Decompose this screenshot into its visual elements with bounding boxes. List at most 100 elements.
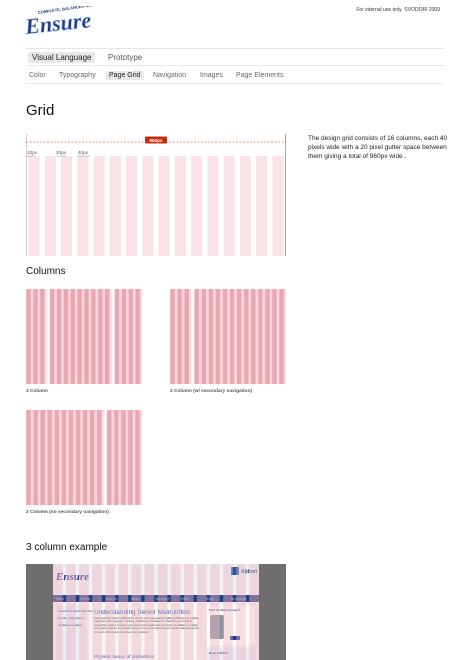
grid-diagram: 960px 10px 20px 40px [25, 134, 286, 256]
example-nav-item: Reviews [206, 599, 215, 601]
grid-column [33, 289, 38, 384]
overlay-grid-column [144, 564, 155, 660]
grid-column [272, 289, 277, 384]
grid-column [114, 289, 120, 384]
grid-column [109, 156, 121, 256]
example-brand: Abbott [241, 569, 257, 575]
overlay-grid-column [79, 564, 89, 660]
grid-column [135, 410, 140, 505]
margin-measure-label: 10px [27, 150, 38, 155]
grid-column [54, 410, 60, 505]
grid-column [40, 289, 45, 384]
grid-column [91, 289, 96, 384]
grid-column [244, 289, 249, 384]
grid-column [121, 410, 126, 505]
example-nav-item: Ensure Savings [231, 598, 247, 601]
example-nav-item: Ask an Expert [156, 598, 170, 601]
example-heading: 3 column example [26, 542, 108, 553]
grid-column [105, 289, 110, 384]
tab-visual-language[interactable]: Visual Language [28, 52, 96, 63]
overlay-grid-column [210, 564, 220, 660]
grid-column [135, 289, 140, 384]
overlay-grid-column [236, 564, 246, 660]
subtab-page-elements[interactable]: Page Elements [236, 72, 284, 79]
ensure-logo[interactable]: COMPLETE, BALANCED NUTRITION Ensure [23, 0, 114, 39]
product-can-image [210, 615, 224, 639]
internal-use-notice: For internal use only. ©VODORI 2009 [356, 7, 440, 13]
example-right-title: Find the Right Ensure® [209, 608, 241, 612]
example-nav-item: Recovery [81, 598, 91, 601]
subtab-typography[interactable]: Typography [59, 72, 96, 79]
grid-column [68, 410, 74, 505]
two-column-no-nav-label: 2 Column (no secondary navigation) [26, 510, 109, 515]
grid-column [279, 289, 284, 384]
grid-column [256, 156, 268, 256]
grid-column [61, 156, 73, 256]
example-side-link: Age-Related Conditions [58, 624, 83, 627]
grid-column [239, 156, 251, 256]
grid-column [50, 289, 55, 384]
overlay-grid-column [249, 564, 259, 660]
grid-column [142, 156, 154, 256]
grid-column [194, 289, 199, 384]
example-nav-item: Lifestyle [131, 598, 140, 601]
grid-columns [28, 156, 284, 256]
overlay-grid-column [92, 564, 102, 660]
grid-column [177, 289, 182, 384]
subtab-page-grid[interactable]: Page Grid [106, 71, 144, 80]
example-nav-item: Products [181, 598, 191, 601]
grid-column [236, 289, 242, 384]
example-side-link: Exercise: Getting Started [58, 617, 84, 620]
example-right-footer: Keep it Fresh [209, 651, 228, 655]
subtab-images[interactable]: Images [200, 72, 223, 79]
two-column-secondary-nav-label: 2 Column (w/ secondary navigation) [170, 389, 253, 394]
grid-column [40, 410, 45, 505]
gutter-measure-label: 20px [56, 150, 67, 155]
grid-column [77, 289, 82, 384]
overlay-grid-column [183, 564, 194, 660]
grid-column [98, 289, 103, 384]
grid-column [70, 289, 75, 384]
overlay-grid-column [53, 564, 63, 660]
abbott-mark [231, 567, 239, 575]
grid-column [223, 156, 235, 256]
grid-column [215, 289, 221, 384]
three-column-label: 3 Column [26, 389, 48, 394]
grid-description: The design grid consists of 16 columns, … [308, 135, 448, 160]
example-nav-item: Senior Care [106, 598, 118, 601]
two-column-secondary-nav-layout [170, 289, 286, 384]
overlay-grid-column [66, 564, 76, 660]
tab-prototype[interactable]: Prototype [108, 53, 143, 62]
example-logo: Ensure [55, 571, 89, 583]
grid-column [33, 410, 38, 505]
column-measure-label: 40px [78, 150, 89, 155]
grid-column [170, 289, 175, 384]
grid-column [84, 289, 89, 384]
grid-column [251, 289, 256, 384]
example-nav-item: Nutrition [56, 598, 65, 601]
grid-column [184, 289, 189, 384]
three-column-layout [26, 289, 142, 384]
overlay-grid-column [223, 564, 233, 660]
secondary-nav: Color Typography Page Grid Navigation Im… [26, 68, 444, 84]
width-badge [145, 136, 167, 144]
three-column-example-screenshot: Ensure Abbott Nutrition Recovery Senior Ca… [26, 564, 286, 660]
grid-column [208, 289, 214, 384]
subtab-navigation[interactable]: Navigation [153, 72, 187, 79]
overlay-grid-column [131, 564, 142, 660]
grid-column [56, 289, 62, 384]
overlay-grid-column [118, 564, 129, 660]
grid-column [75, 410, 81, 505]
subtab-color[interactable]: Color [29, 72, 46, 79]
example-side-link: Understanding Senior Malnutrition [58, 610, 93, 613]
grid-column [272, 156, 284, 256]
grid-heading: Grid [26, 102, 55, 119]
grid-column [28, 156, 40, 256]
grid-column [128, 289, 133, 384]
grid-column [63, 289, 69, 384]
overlay-grid-column [157, 564, 168, 660]
grid-column [121, 289, 127, 384]
grid-column [207, 156, 219, 256]
width-badge-label: 960px [149, 138, 162, 143]
example-article-title: Understanding Senior Malnutrition [94, 609, 191, 616]
